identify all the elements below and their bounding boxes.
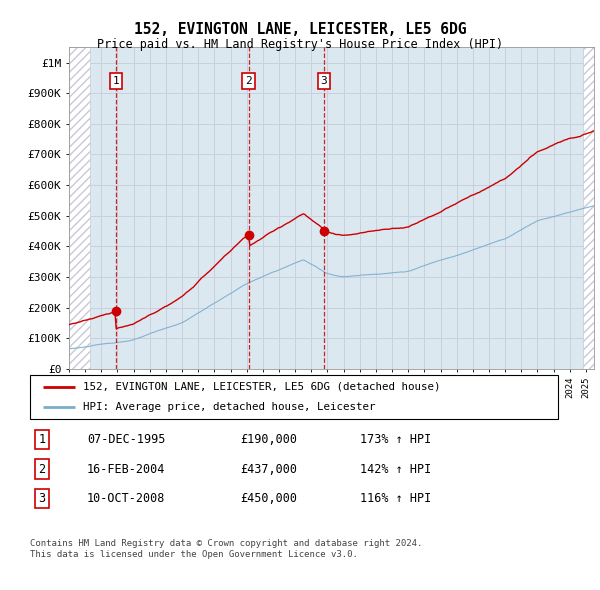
Text: 152, EVINGTON LANE, LEICESTER, LE5 6DG (detached house): 152, EVINGTON LANE, LEICESTER, LE5 6DG (… [83, 382, 440, 392]
Text: £450,000: £450,000 [240, 492, 297, 505]
Text: 116% ↑ HPI: 116% ↑ HPI [360, 492, 431, 505]
Text: 3: 3 [38, 492, 46, 505]
Text: Price paid vs. HM Land Registry's House Price Index (HPI): Price paid vs. HM Land Registry's House … [97, 38, 503, 51]
Text: HPI: Average price, detached house, Leicester: HPI: Average price, detached house, Leic… [83, 402, 376, 412]
Text: 2: 2 [245, 76, 252, 86]
Bar [583, 47, 594, 369]
Bar [69, 47, 90, 369]
Text: Contains HM Land Registry data © Crown copyright and database right 2024.: Contains HM Land Registry data © Crown c… [30, 539, 422, 548]
Text: 07-DEC-1995: 07-DEC-1995 [87, 433, 166, 446]
Text: £437,000: £437,000 [240, 463, 297, 476]
Text: £190,000: £190,000 [240, 433, 297, 446]
Text: 2: 2 [38, 463, 46, 476]
Text: 10-OCT-2008: 10-OCT-2008 [87, 492, 166, 505]
Text: 152, EVINGTON LANE, LEICESTER, LE5 6DG: 152, EVINGTON LANE, LEICESTER, LE5 6DG [134, 22, 466, 37]
Text: 3: 3 [320, 76, 327, 86]
Text: 1: 1 [38, 433, 46, 446]
Text: 142% ↑ HPI: 142% ↑ HPI [360, 463, 431, 476]
Text: 1: 1 [113, 76, 119, 86]
Bar [69, 47, 90, 369]
Text: 173% ↑ HPI: 173% ↑ HPI [360, 433, 431, 446]
Text: 16-FEB-2004: 16-FEB-2004 [87, 463, 166, 476]
Text: This data is licensed under the Open Government Licence v3.0.: This data is licensed under the Open Gov… [30, 550, 358, 559]
